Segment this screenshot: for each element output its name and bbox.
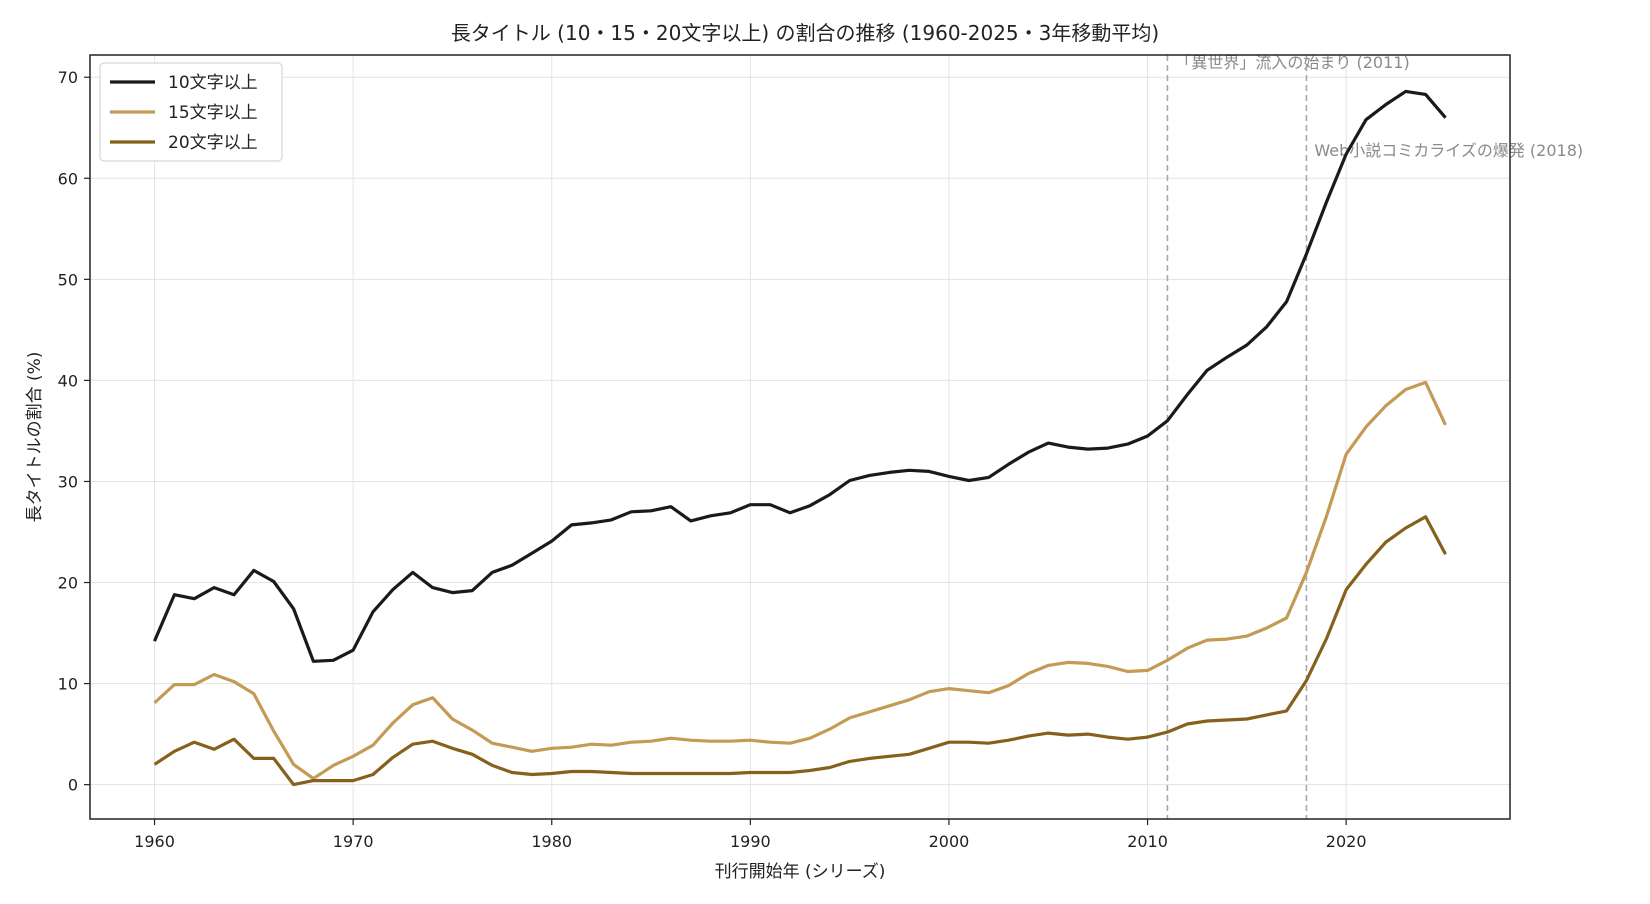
x-tick-label: 1980 (531, 832, 572, 851)
legend-label: 20文字以上 (168, 133, 258, 153)
chart-title: 長タイトル (10・15・20文字以上) の割合の推移 (1960-2025・3… (451, 21, 1159, 45)
legend-label: 10文字以上 (168, 73, 258, 93)
y-tick-label: 50 (58, 270, 78, 289)
series-line-3 (153, 515, 1447, 787)
legend: 10文字以上 15文字以上 20文字以上 (99, 62, 283, 162)
x-tick-label: 1990 (730, 832, 771, 851)
series-layer (153, 89, 1447, 787)
legend-label: 15文字以上 (168, 103, 258, 123)
y-tick-label: 10 (58, 675, 78, 694)
annotation-label: Web小説コミカライズの爆発 (2018) (1314, 141, 1583, 160)
y-tick-label: 60 (58, 169, 78, 188)
y-tick-label: 40 (58, 371, 78, 390)
legend-box (99, 62, 283, 162)
annotation-layer: 「異世界」流入の始まり (2011) Web小説コミカライズの爆発 (2018) (1166, 53, 1583, 819)
x-tick-label: 1960 (134, 832, 175, 851)
annotation-label: 「異世界」流入の始まり (2011) (1175, 53, 1409, 72)
x-axis-label: 刊行開始年 (シリーズ) (715, 862, 886, 882)
x-tick-label: 1970 (333, 832, 374, 851)
x-tick-label: 2020 (1326, 832, 1367, 851)
tick-layer: 1960 1970 1980 1990 2000 2010 2020 0 10 20 30 40 50 6… (58, 68, 1367, 851)
plot-frame (89, 54, 1511, 820)
y-tick-label: 0 (68, 776, 78, 795)
series-line-2 (153, 380, 1447, 781)
y-tick-label: 70 (58, 68, 78, 87)
y-tick-label: 20 (58, 574, 78, 593)
y-tick-label: 30 (58, 472, 78, 491)
plot-background (90, 55, 1510, 819)
x-tick-label: 2010 (1127, 832, 1168, 851)
y-axis-label: 長タイトルの割合 (%) (25, 352, 45, 523)
series-line-1 (153, 89, 1447, 663)
x-tick-label: 2000 (929, 832, 970, 851)
